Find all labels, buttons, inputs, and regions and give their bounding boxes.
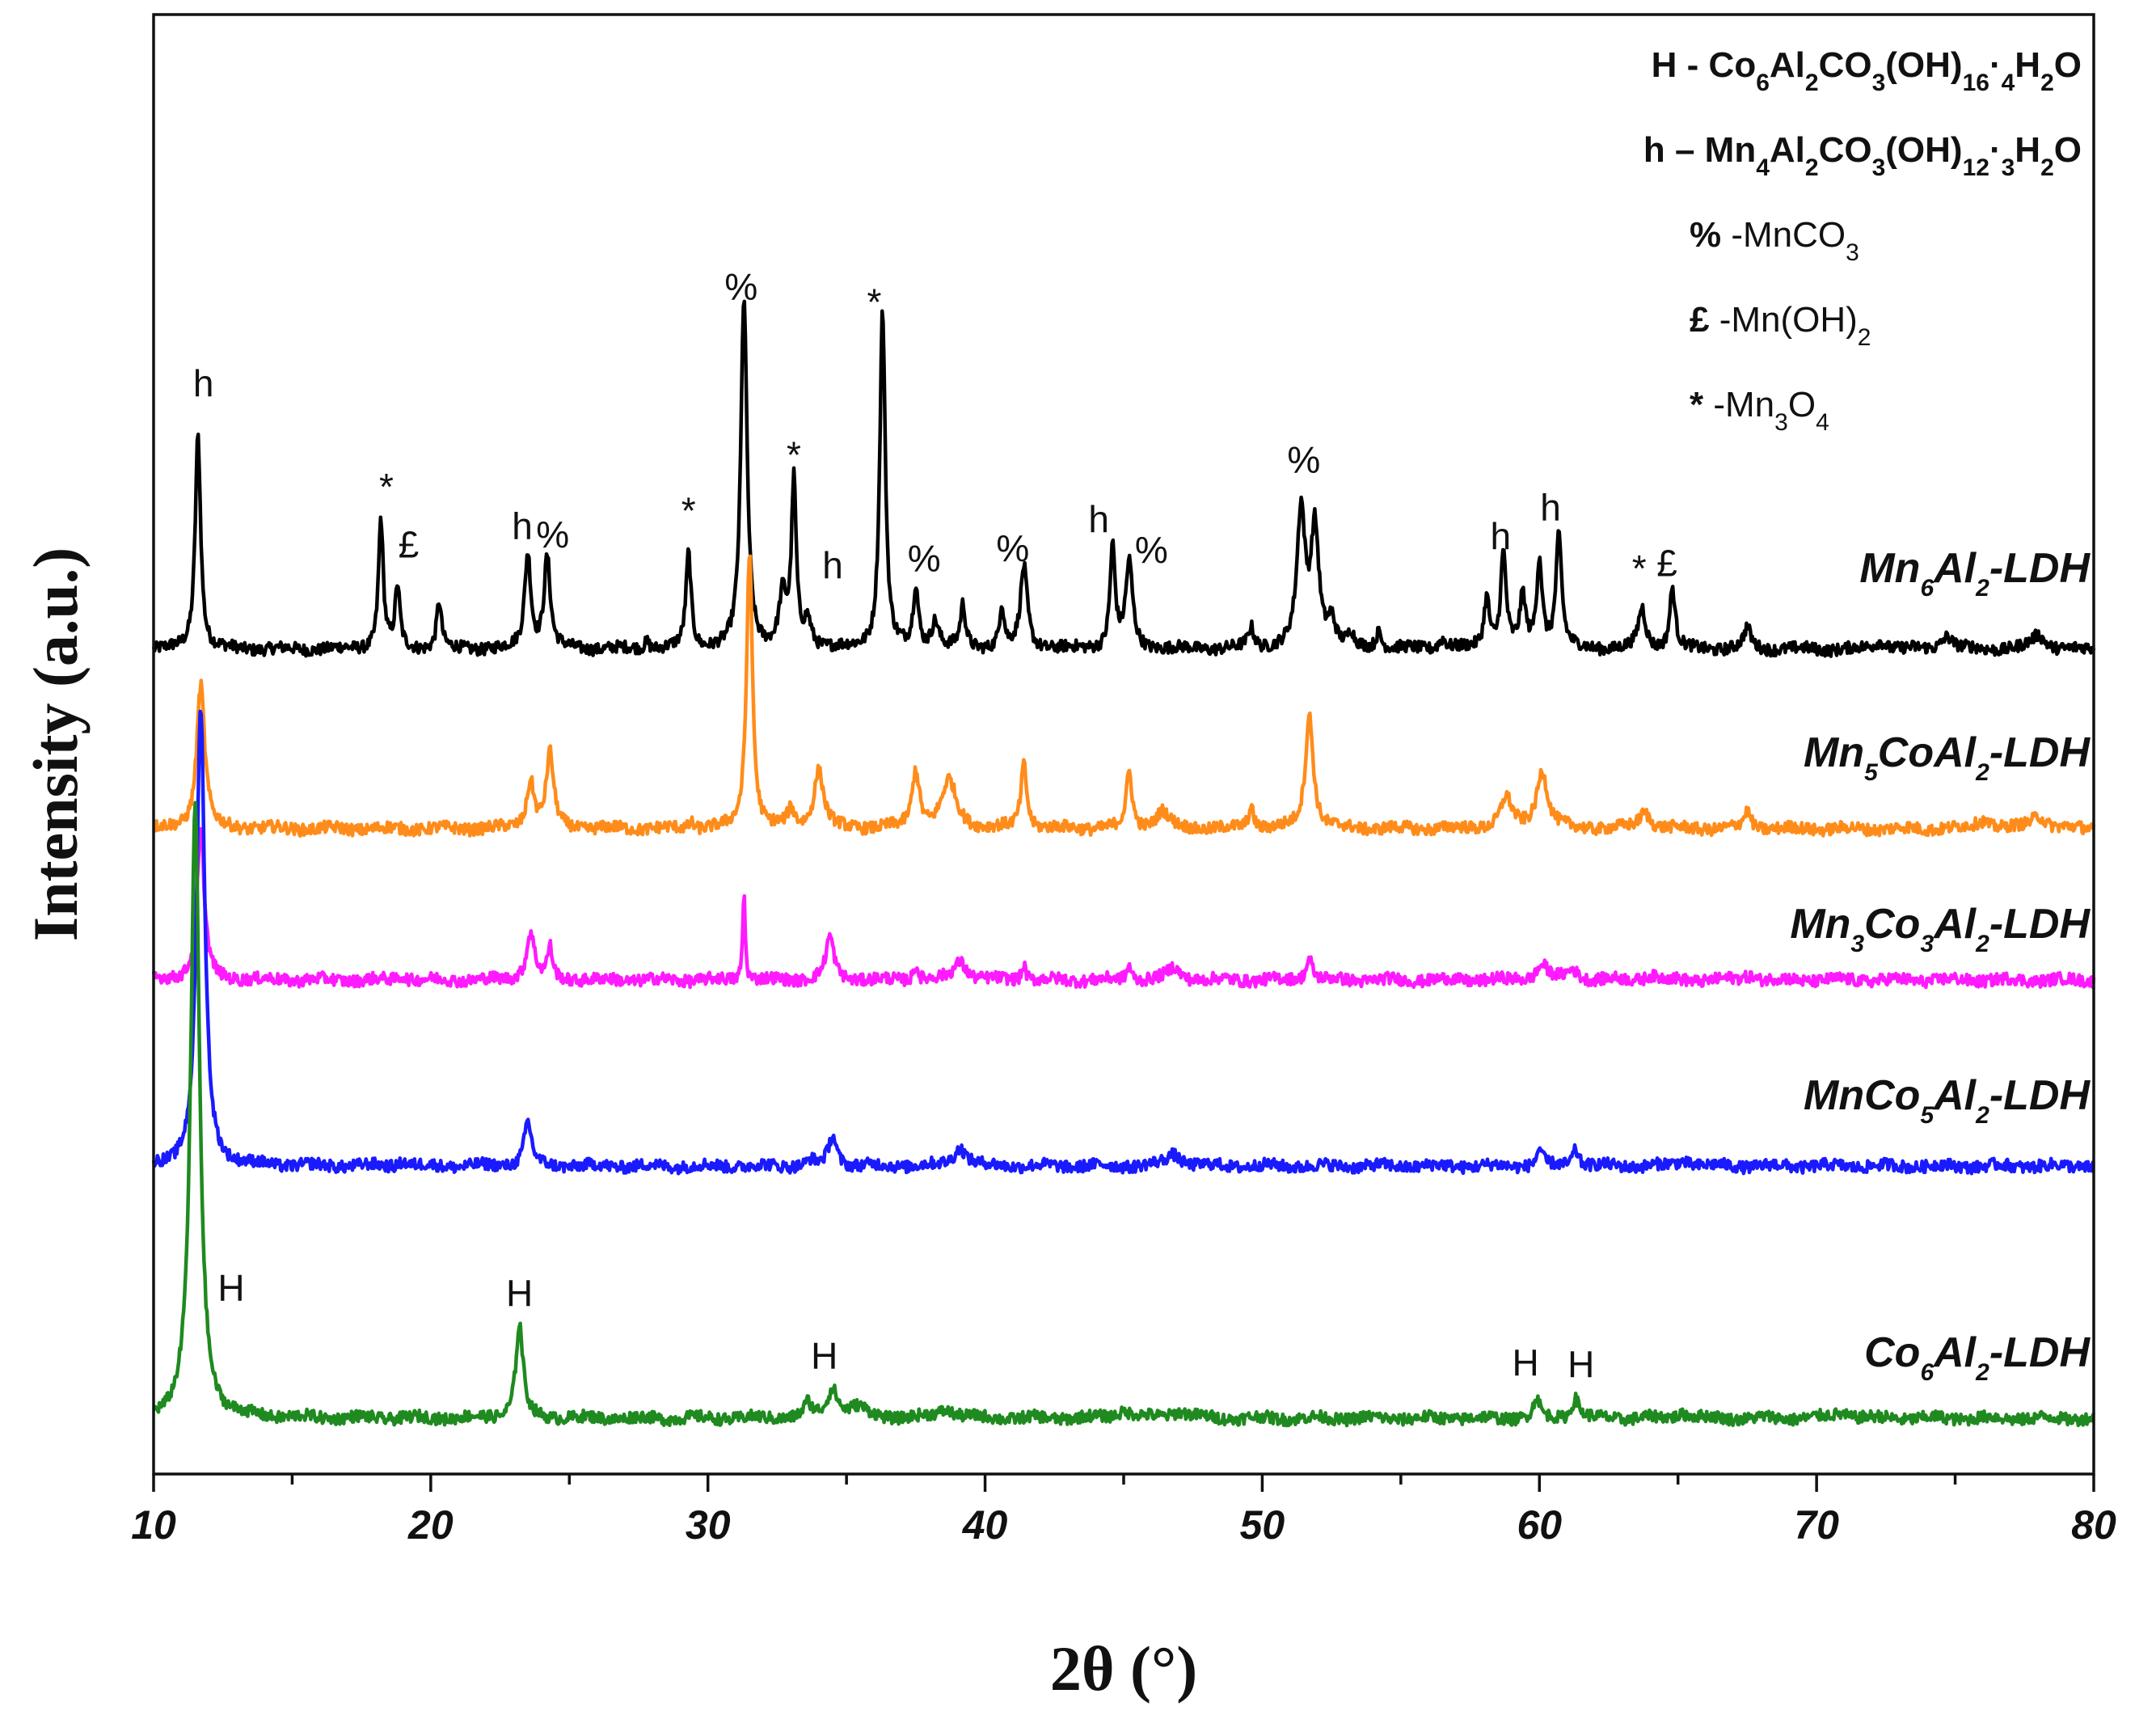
peak-annotation: * <box>1632 547 1647 589</box>
legend-entry: h – Mn4Al2CO3(OH)12·3H2O <box>1643 130 2082 181</box>
axes: 10 20 30 40 50 60 70 80 2θ (°) Intensity (a.u.) <box>20 13 2116 1704</box>
peak-annotation: H <box>1513 1342 1539 1384</box>
x-tick-label: 70 <box>1794 1502 1839 1548</box>
peak-annotation: H <box>217 1267 244 1309</box>
peak-annotation: H <box>1567 1344 1594 1386</box>
peak-annotation: h <box>822 544 843 586</box>
labels: Mn6Al2-LDH Mn5CoAl2-LDH Mn3Co3Al2-LDH MnCo5… <box>193 45 2091 1386</box>
x-tick-label: 40 <box>962 1502 1008 1548</box>
series-label-Mn5CoAl2-LDH: Mn5CoAl2-LDH <box>1804 729 2091 786</box>
peak-annotation: £ <box>399 524 420 566</box>
peak-annotation: h <box>193 362 214 404</box>
series-label-Mn3Co3Al2-LDH: Mn3Co3Al2-LDH <box>1790 901 2091 957</box>
series-line-Mn6Al2-LDH <box>151 299 2096 658</box>
peak-annotation: £ <box>1656 543 1677 585</box>
y-axis-title: Intensity (a.u.) <box>20 547 91 942</box>
legend-entry: H - Co6Al2CO3(OH)16·4H2O <box>1652 45 2082 96</box>
peak-annotation: * <box>379 466 394 508</box>
peak-annotation: * <box>787 433 801 475</box>
peak-annotation: H <box>811 1335 838 1377</box>
legend-entry: % -MnCO3 <box>1690 215 1859 266</box>
peak-annotation: h <box>1088 498 1109 540</box>
series-label-Mn6Al2-LDH: Mn6Al2-LDH <box>1859 545 2091 602</box>
plot-area <box>151 299 2096 1428</box>
legend-entry: £ -Mn(OH)2 <box>1690 300 1871 351</box>
peak-annotation: % <box>724 265 757 307</box>
x-tick-label: 10 <box>131 1502 176 1548</box>
series-line-Co6Al2-LDH <box>152 800 2096 1428</box>
peak-annotation: % <box>1135 529 1168 571</box>
x-tick-label: 20 <box>407 1502 454 1548</box>
legend-entry: * -Mn3O4 <box>1690 385 1829 436</box>
peak-annotation: h <box>1540 486 1561 528</box>
peak-annotation: % <box>536 513 569 555</box>
x-axis-title: 2θ (°) <box>1050 1633 1197 1704</box>
x-tick-label: 30 <box>686 1502 731 1548</box>
peak-annotation: % <box>908 537 941 579</box>
peak-annotation: * <box>681 490 696 532</box>
x-tick-label: 60 <box>1517 1502 1562 1548</box>
peak-annotation: h <box>1490 515 1511 557</box>
series-label-MnCo5Al2-LDH: MnCo5Al2-LDH <box>1804 1072 2091 1129</box>
peak-annotation: % <box>1287 439 1320 481</box>
x-tick-label: 80 <box>2071 1502 2116 1548</box>
peak-annotation: * <box>867 281 881 323</box>
series-line-Mn5CoAl2-LDH <box>152 554 2096 838</box>
series-line-MnCo5Al2-LDH <box>151 709 2095 1176</box>
x-tick-label: 50 <box>1240 1502 1285 1548</box>
peak-annotation: % <box>996 527 1029 569</box>
series-line-Mn3Co3Al2-LDH <box>151 827 2096 990</box>
series-label-Co6Al2-LDH: Co6Al2-LDH <box>1864 1329 2091 1386</box>
peak-annotation: H <box>506 1272 533 1314</box>
peak-annotation: h <box>512 505 533 547</box>
